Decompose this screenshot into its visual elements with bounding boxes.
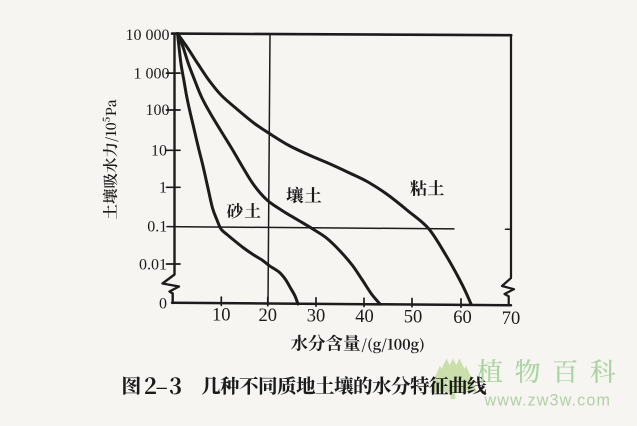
svg-text:30: 30 [307,306,326,326]
svg-text:1: 1 [159,180,167,197]
svg-text:70: 70 [502,309,521,329]
svg-text:1 000: 1 000 [134,65,170,82]
svg-text:10: 10 [151,143,167,160]
svg-text:50: 50 [404,308,423,328]
svg-text:www.zw3w.com: www.zw3w.com [484,392,612,410]
svg-text:0: 0 [159,296,167,313]
svg-text:10 000: 10 000 [126,27,170,44]
svg-text:0.1: 0.1 [147,219,167,236]
svg-text:60: 60 [453,308,472,328]
svg-text:20: 20 [259,306,278,326]
svg-text:100: 100 [146,102,170,119]
svg-text:40: 40 [355,307,374,327]
svg-text:0.01: 0.01 [139,256,167,273]
svg-text:10: 10 [212,306,231,326]
